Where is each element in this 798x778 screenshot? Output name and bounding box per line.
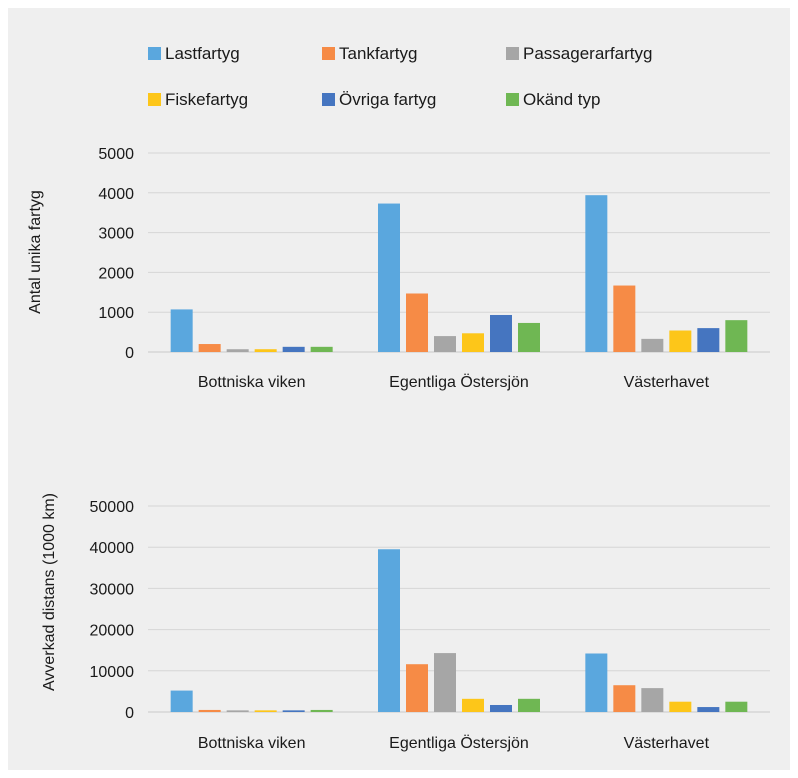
legend-label-tankfartyg: Tankfartyg [339, 44, 417, 63]
bar-lastfartyg-vasterhavet [585, 195, 608, 352]
bar-passagerarfartyg-egentliga-ostersjon [434, 336, 456, 352]
bar-passagerarfartyg-egentliga-ostersjon [434, 653, 456, 712]
bar-passagerarfartyg-bottniska-viken [226, 349, 249, 352]
bar-fiskefartyg-egentliga-ostersjon [462, 333, 484, 352]
y-tick-label: 50000 [90, 499, 135, 516]
bar-ovriga-fartyg-egentliga-ostersjon [490, 314, 512, 352]
x-category-label: Västerhavet [624, 735, 710, 752]
bar-okand-typ-bottniska-viken [310, 709, 333, 712]
bar-ovriga-fartyg-bottniska-viken [282, 346, 305, 352]
bar-lastfartyg-bottniska-viken [170, 690, 193, 712]
y-axis-label: Avverkad distans (1000 km) [41, 493, 58, 691]
bar-tankfartyg-vasterhavet [613, 685, 636, 712]
legend: Lastfartyg Tankfartyg Passagerarfartyg Fisk… [148, 44, 652, 109]
legend-swatch-lastfartyg [148, 47, 161, 60]
y-tick-label: 10000 [90, 664, 135, 681]
y-tick-label: 40000 [90, 540, 135, 557]
bar-tankfartyg-vasterhavet [613, 285, 636, 352]
legend-swatch-passagerarfartyg [506, 47, 519, 60]
legend-label-ovriga-fartyg: Övriga fartyg [339, 90, 436, 109]
bar-fiskefartyg-vasterhavet [669, 330, 692, 352]
bar-fiskefartyg-bottniska-viken [254, 710, 277, 712]
x-category-label: Egentliga Östersjön [389, 373, 529, 391]
legend-label-fiskefartyg: Fiskefartyg [165, 90, 248, 109]
x-category-label: Egentliga Östersjön [389, 734, 529, 752]
bar-passagerarfartyg-vasterhavet [641, 688, 664, 712]
chart-distance-travelled: 0 10000 20000 30000 40000 50000 Avverkad dista… [41, 493, 770, 752]
bar-passagerarfartyg-bottniska-viken [226, 710, 249, 712]
bar-okand-typ-egentliga-ostersjon [518, 698, 540, 712]
y-tick-label: 2000 [98, 265, 134, 282]
y-tick-label: 1000 [98, 305, 134, 322]
y-tick-label: 4000 [98, 186, 134, 203]
legend-swatch-ovriga-fartyg [322, 93, 335, 106]
y-axis-label: Antal unika fartyg [27, 190, 44, 314]
bar-ovriga-fartyg-egentliga-ostersjon [490, 704, 512, 712]
bar-passagerarfartyg-vasterhavet [641, 338, 664, 352]
legend-label-passagerarfartyg: Passagerarfartyg [523, 44, 652, 63]
bar-lastfartyg-vasterhavet [585, 653, 608, 712]
bar-lastfartyg-egentliga-ostersjon [378, 203, 400, 352]
legend-swatch-okand-typ [506, 93, 519, 106]
bar-okand-typ-vasterhavet [725, 320, 748, 352]
bar-tankfartyg-bottniska-viken [198, 709, 221, 712]
bar-tankfartyg-egentliga-ostersjon [406, 293, 428, 352]
x-category-label: Västerhavet [624, 374, 710, 391]
y-tick-label: 30000 [90, 581, 135, 598]
bar-ovriga-fartyg-bottniska-viken [282, 710, 305, 712]
bar-okand-typ-bottniska-viken [310, 346, 333, 352]
bar-fiskefartyg-bottniska-viken [254, 349, 277, 352]
bar-fiskefartyg-egentliga-ostersjon [462, 698, 484, 712]
y-tick-label: 0 [125, 345, 134, 362]
bar-tankfartyg-egentliga-ostersjon [406, 664, 428, 712]
bar-tankfartyg-bottniska-viken [198, 344, 221, 352]
y-tick-label: 3000 [98, 226, 134, 243]
legend-label-okand-typ: Okänd typ [523, 90, 601, 109]
x-category-label: Bottniska viken [198, 735, 306, 752]
bar-ovriga-fartyg-vasterhavet [697, 707, 720, 712]
y-tick-label: 0 [125, 705, 134, 722]
bar-okand-typ-vasterhavet [725, 701, 748, 712]
y-tick-label: 20000 [90, 623, 135, 640]
legend-swatch-tankfartyg [322, 47, 335, 60]
chart-vessel-count: 0 1000 2000 3000 4000 5000 Antal unika fartyg B… [27, 146, 770, 391]
x-category-label: Bottniska viken [198, 374, 306, 391]
bar-lastfartyg-egentliga-ostersjon [378, 549, 400, 712]
legend-swatch-fiskefartyg [148, 93, 161, 106]
bar-lastfartyg-bottniska-viken [170, 309, 193, 352]
bar-fiskefartyg-vasterhavet [669, 701, 692, 712]
bar-okand-typ-egentliga-ostersjon [518, 322, 540, 352]
legend-label-lastfartyg: Lastfartyg [165, 44, 240, 63]
y-tick-label: 5000 [98, 146, 134, 163]
bar-ovriga-fartyg-vasterhavet [697, 328, 720, 352]
